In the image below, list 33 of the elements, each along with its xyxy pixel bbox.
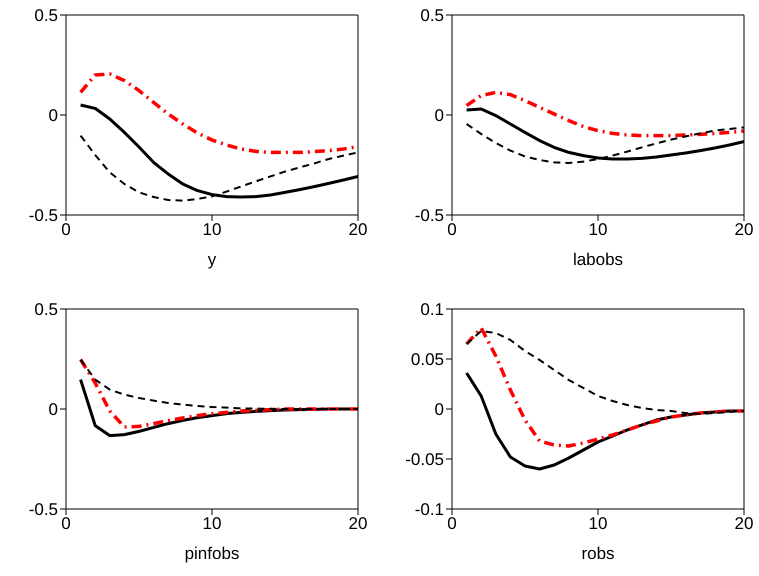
y-tick-label: -0.5 [28,206,58,226]
x-axis-title: labobs [572,250,624,269]
y-tick-label: -0.5 [414,206,444,226]
x-tick-label: 0 [447,514,457,534]
x-axis-title: robs [581,544,615,563]
y-tick-label: -0.5 [28,500,58,520]
line-series [78,358,358,429]
y-tick-label: 0.1 [420,300,444,320]
y-tick-label: 0 [48,400,58,420]
y-tick-label: 0.5 [420,6,444,26]
x-axis-title: y [208,250,217,269]
y-tick-label: 0 [434,106,444,126]
x-tick-label: 20 [348,220,368,240]
line-series [464,90,744,138]
x-tick-label: 10 [202,220,222,240]
x-tick-label: 20 [734,514,754,534]
x-tick-label: 0 [61,514,71,534]
y-tick-label: 0.5 [34,6,58,26]
y-tick-label: 0 [434,400,444,420]
x-tick-label: 0 [447,220,457,240]
x-tick-label: 20 [734,220,754,240]
x-tick-label: 10 [588,514,608,534]
x-tick-label: 10 [202,514,222,534]
y-tick-label: -0.1 [414,500,444,520]
x-tick-label: 0 [61,220,71,240]
y-tick-label: 0.5 [34,300,58,320]
line-series [464,326,744,448]
x-tick-label: 10 [588,220,608,240]
x-tick-label: 20 [348,514,368,534]
y-tick-label: -0.05 [405,450,444,470]
x-axis-title: pinfobs [184,544,240,563]
y-tick-label: 0.05 [410,350,444,370]
y-tick-label: 0 [48,106,58,126]
